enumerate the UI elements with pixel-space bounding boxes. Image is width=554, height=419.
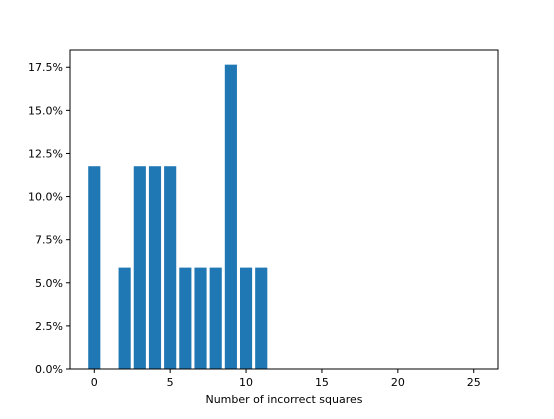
bar-11: [255, 267, 268, 369]
bar-2: [118, 267, 131, 369]
bar-5: [164, 166, 177, 369]
x-tick-label: 5: [167, 376, 174, 389]
y-axis-ticks: 0.0% 2.5% 5.0% 7.5% 10.0% 12.5% 15.0% 17.5%: [28, 61, 70, 376]
y-tick-label: 0.0%: [35, 363, 63, 376]
y-tick-label: 17.5%: [28, 61, 63, 74]
x-tick-label: 25: [467, 376, 481, 389]
bar-9: [224, 64, 237, 370]
x-tick-label: 20: [391, 376, 405, 389]
y-tick-label: 7.5%: [35, 234, 63, 247]
bar-6: [179, 267, 192, 369]
plot-frame: [69, 49, 499, 370]
x-axis-label: Number of incorrect squares: [205, 393, 362, 406]
y-tick-label: 5.0%: [35, 277, 63, 290]
x-tick-label: 0: [91, 376, 98, 389]
bars-layer: [88, 64, 268, 370]
y-tick-label: 2.5%: [35, 320, 63, 333]
bar-4: [148, 166, 162, 369]
y-tick-label: 15.0%: [28, 104, 63, 117]
x-tick-label: 15: [315, 376, 329, 389]
bar-3: [133, 166, 146, 369]
bar-0: [88, 166, 101, 369]
x-axis-ticks: 0 5 10 15 20 25: [91, 369, 481, 389]
bar-8: [209, 267, 222, 369]
x-tick-label: 10: [239, 376, 253, 389]
y-tick-label: 10.0%: [28, 191, 63, 204]
bar-10: [239, 267, 253, 369]
y-tick-label: 12.5%: [28, 147, 63, 160]
bar-7: [194, 267, 207, 369]
